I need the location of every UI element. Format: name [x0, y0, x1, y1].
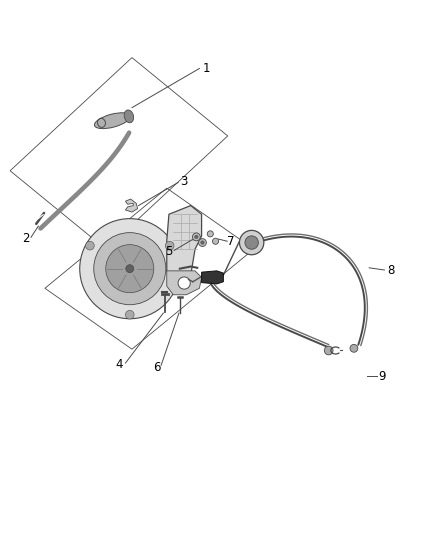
Circle shape [126, 265, 134, 273]
Circle shape [201, 241, 204, 244]
Polygon shape [167, 206, 201, 284]
Circle shape [94, 232, 166, 305]
Circle shape [207, 231, 213, 237]
Text: 9: 9 [378, 370, 386, 383]
Text: 1: 1 [202, 62, 210, 75]
Circle shape [85, 241, 94, 250]
Text: 3: 3 [180, 175, 188, 188]
Circle shape [125, 310, 134, 319]
Circle shape [324, 346, 333, 355]
Circle shape [178, 277, 190, 289]
Text: 4: 4 [115, 358, 123, 371]
Circle shape [240, 230, 264, 255]
Circle shape [165, 241, 174, 250]
Circle shape [194, 235, 198, 239]
Polygon shape [125, 199, 138, 212]
Polygon shape [167, 271, 201, 295]
Circle shape [192, 233, 200, 241]
Text: 5: 5 [165, 245, 173, 258]
Circle shape [212, 238, 219, 244]
Polygon shape [201, 271, 223, 284]
Circle shape [106, 245, 154, 293]
Text: 6: 6 [153, 361, 161, 374]
Circle shape [350, 344, 358, 352]
Circle shape [80, 219, 180, 319]
Text: 7: 7 [227, 235, 235, 248]
Text: 2: 2 [22, 232, 30, 245]
Circle shape [245, 236, 258, 249]
Circle shape [198, 239, 206, 246]
Ellipse shape [124, 110, 134, 123]
Text: 8: 8 [387, 264, 395, 277]
Ellipse shape [95, 113, 131, 128]
